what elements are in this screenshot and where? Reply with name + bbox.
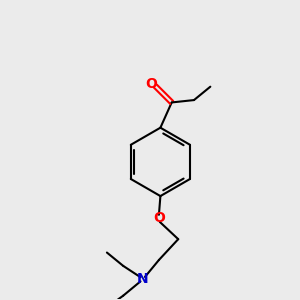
Text: O: O [153, 212, 165, 225]
Text: N: N [137, 272, 148, 286]
Text: O: O [146, 77, 158, 91]
